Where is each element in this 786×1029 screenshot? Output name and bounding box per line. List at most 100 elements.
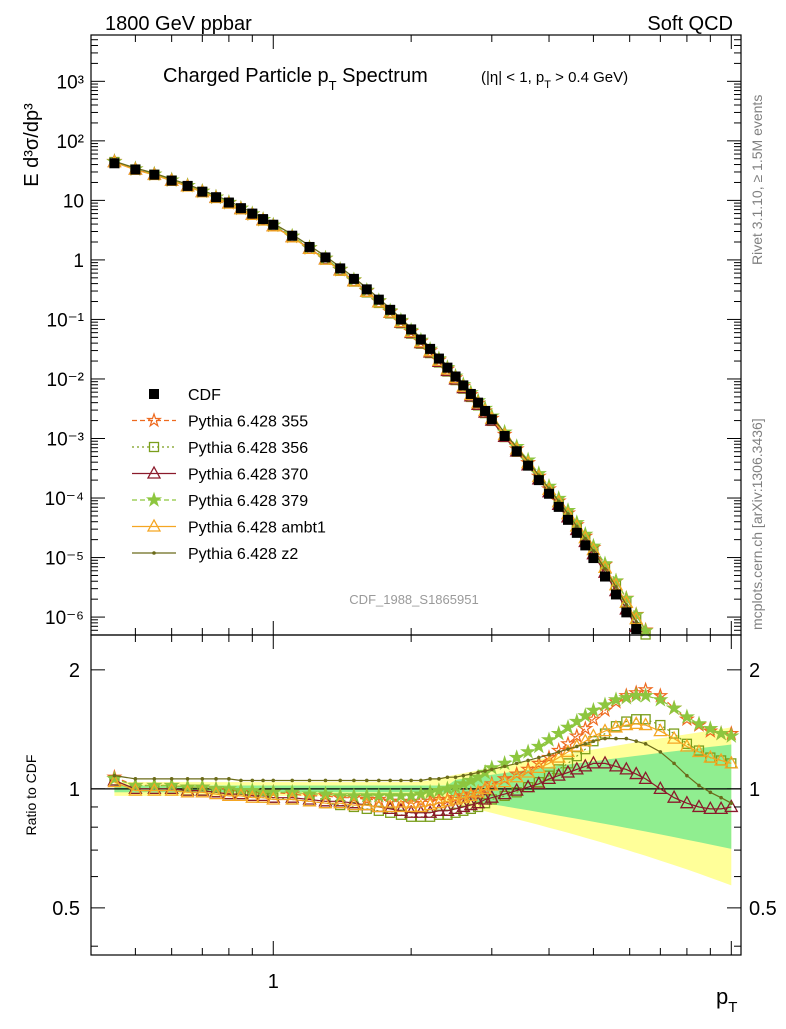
data-point bbox=[130, 164, 141, 175]
ratio-series-marker bbox=[691, 799, 707, 813]
ratio-series-marker bbox=[490, 767, 494, 772]
ratio-series-marker bbox=[497, 786, 512, 800]
ratio-series-marker bbox=[729, 801, 734, 805]
ratio-curves bbox=[106, 681, 740, 822]
ratio-series-marker bbox=[629, 766, 644, 780]
ratio-series-marker bbox=[200, 777, 205, 781]
ratio-series-marker bbox=[352, 778, 356, 783]
ratio-series-marker bbox=[678, 708, 695, 724]
data-point bbox=[473, 397, 484, 408]
legend-marker bbox=[146, 518, 162, 532]
ratio-series-marker bbox=[245, 789, 260, 803]
ratio-series-marker bbox=[679, 738, 695, 752]
data-point bbox=[499, 431, 510, 442]
ratio-series-marker bbox=[634, 739, 639, 743]
main-data-points bbox=[109, 158, 642, 635]
ratio-series-marker bbox=[531, 775, 546, 789]
data-point bbox=[235, 203, 246, 214]
ratio-series-marker bbox=[164, 782, 179, 796]
ratio-series-marker bbox=[559, 718, 577, 735]
ratio-series-marker bbox=[608, 758, 624, 772]
legend-label: Pythia 6.428 355 bbox=[188, 414, 308, 431]
ratio-series-marker bbox=[271, 778, 276, 783]
ratio-series-marker bbox=[239, 778, 243, 783]
ratio-series-marker bbox=[713, 801, 729, 815]
y-tick-label: 1 bbox=[73, 251, 84, 272]
data-point bbox=[268, 219, 279, 230]
ratio-series-marker bbox=[608, 719, 624, 733]
ratio-series-marker bbox=[290, 778, 295, 783]
ratio-series-marker bbox=[655, 719, 666, 731]
ratio-series-marker bbox=[691, 744, 707, 758]
ratio-series-marker bbox=[431, 795, 447, 809]
ratio-series-marker bbox=[383, 801, 398, 815]
ratio-series-marker bbox=[596, 696, 614, 712]
ratio-series-marker bbox=[713, 752, 729, 766]
ratio-series-marker bbox=[448, 801, 463, 815]
data-point bbox=[553, 501, 564, 512]
ratio-series-marker bbox=[618, 689, 635, 705]
ratio-series-marker bbox=[508, 749, 525, 765]
ratio-series-marker bbox=[496, 770, 513, 786]
ratio-series-marker bbox=[526, 758, 530, 763]
ratio-series-marker bbox=[462, 785, 479, 802]
legend-label: Pythia 6.428 370 bbox=[188, 467, 308, 484]
main-series-marker bbox=[614, 585, 618, 589]
legend-label: CDF bbox=[188, 387, 221, 404]
ratio-series-marker bbox=[255, 789, 271, 803]
ratio-series-marker bbox=[724, 799, 739, 813]
ratio-series-marker bbox=[448, 791, 463, 805]
data-point bbox=[223, 197, 234, 208]
ratio-series-marker bbox=[479, 798, 491, 809]
ratio-series-marker bbox=[383, 799, 398, 813]
main-series-marker bbox=[624, 603, 629, 607]
ratio-series-marker bbox=[685, 773, 689, 778]
ratio-series-marker bbox=[318, 793, 333, 807]
ratio-series-marker bbox=[440, 793, 455, 807]
ratio-series-marker bbox=[465, 803, 476, 815]
data-point bbox=[395, 314, 406, 325]
ratio-series-marker bbox=[703, 801, 718, 815]
ratio-series-marker bbox=[358, 791, 375, 807]
ratio-series-marker bbox=[403, 787, 420, 803]
ratio-axis-ticks: 0.5 0.5 1 1 2 2 bbox=[52, 660, 777, 947]
data-point bbox=[511, 446, 522, 457]
ratio-series-marker bbox=[629, 716, 644, 730]
ratio-series-marker bbox=[346, 797, 362, 811]
data-point bbox=[335, 263, 346, 274]
header-right: Soft QCD bbox=[647, 13, 733, 35]
ratio-series-marker bbox=[483, 769, 487, 773]
legend-label: Pythia 6.428 356 bbox=[188, 440, 308, 457]
ratio-series-marker bbox=[307, 778, 312, 783]
ratio-series-marker bbox=[531, 760, 546, 774]
main-series-marker bbox=[629, 611, 644, 625]
ratio-series-marker bbox=[318, 795, 333, 809]
ratio-series-marker bbox=[399, 778, 403, 783]
data-point bbox=[182, 180, 193, 191]
ratio-series-marker bbox=[477, 781, 493, 795]
data-point bbox=[320, 252, 331, 263]
main-series-marker bbox=[583, 536, 588, 541]
header-left: 1800 GeV ppbar bbox=[105, 13, 252, 35]
ratio-series-marker bbox=[530, 754, 547, 771]
data-point bbox=[610, 589, 621, 600]
ratio-series-marker bbox=[703, 749, 718, 763]
ratio-series-marker bbox=[453, 775, 458, 780]
ratio-series-marker bbox=[419, 778, 423, 783]
legend-marker bbox=[146, 465, 162, 479]
ratio-series-marker bbox=[484, 777, 499, 791]
ratio-series-marker bbox=[607, 691, 624, 707]
data-point bbox=[373, 294, 384, 305]
ratio-series-marker bbox=[484, 789, 499, 803]
ratio-series-marker bbox=[556, 750, 561, 754]
data-point bbox=[562, 514, 573, 525]
ratio-series-marker bbox=[128, 782, 143, 796]
ratio-series-marker bbox=[393, 802, 409, 816]
ratio-series-marker bbox=[550, 725, 567, 741]
ratio-series-marker bbox=[708, 790, 713, 795]
ratio-series-marker bbox=[653, 781, 668, 795]
ratio-series-marker bbox=[470, 795, 486, 809]
data-point bbox=[247, 208, 258, 219]
ratio-series-marker bbox=[619, 761, 634, 775]
